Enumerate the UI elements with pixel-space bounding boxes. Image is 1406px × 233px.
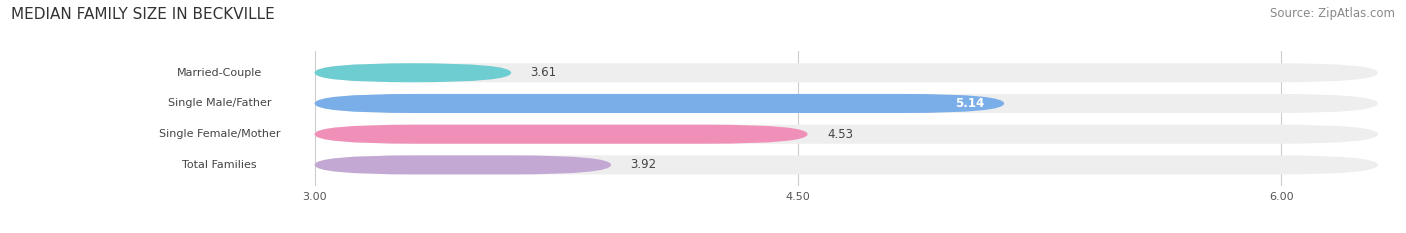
FancyBboxPatch shape — [315, 63, 1378, 82]
Text: Single Male/Father: Single Male/Father — [167, 99, 271, 109]
FancyBboxPatch shape — [131, 155, 308, 175]
FancyBboxPatch shape — [315, 155, 1378, 175]
Text: 4.53: 4.53 — [827, 128, 853, 141]
FancyBboxPatch shape — [315, 94, 1378, 113]
Text: Source: ZipAtlas.com: Source: ZipAtlas.com — [1270, 7, 1395, 20]
FancyBboxPatch shape — [315, 125, 1378, 144]
Text: Total Families: Total Families — [183, 160, 257, 170]
Text: Single Female/Mother: Single Female/Mother — [159, 129, 280, 139]
FancyBboxPatch shape — [131, 125, 308, 144]
FancyBboxPatch shape — [131, 94, 308, 113]
Text: 3.92: 3.92 — [630, 158, 657, 171]
Text: 3.61: 3.61 — [530, 66, 557, 79]
FancyBboxPatch shape — [315, 63, 512, 82]
FancyBboxPatch shape — [315, 125, 807, 144]
FancyBboxPatch shape — [131, 63, 308, 82]
FancyBboxPatch shape — [315, 155, 612, 175]
Text: 5.14: 5.14 — [956, 97, 984, 110]
Text: Married-Couple: Married-Couple — [177, 68, 262, 78]
Text: MEDIAN FAMILY SIZE IN BECKVILLE: MEDIAN FAMILY SIZE IN BECKVILLE — [11, 7, 276, 22]
FancyBboxPatch shape — [315, 94, 1004, 113]
